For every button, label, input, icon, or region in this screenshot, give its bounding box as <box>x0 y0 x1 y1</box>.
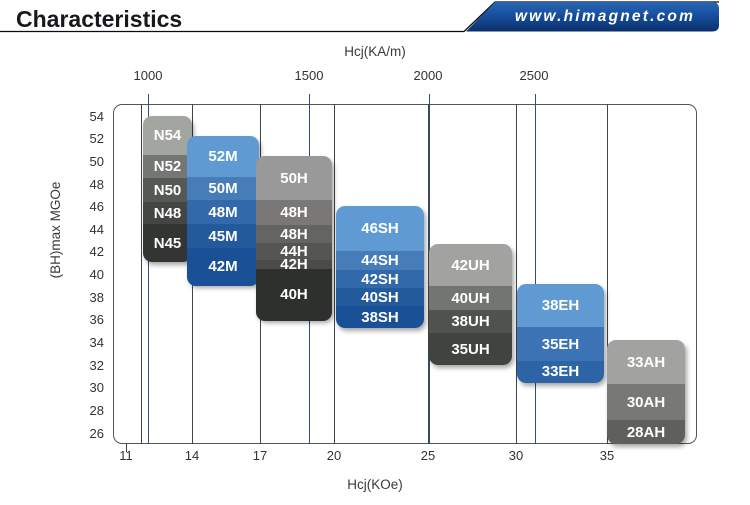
svg-text:www.himagnet.com: www.himagnet.com <box>515 8 695 25</box>
